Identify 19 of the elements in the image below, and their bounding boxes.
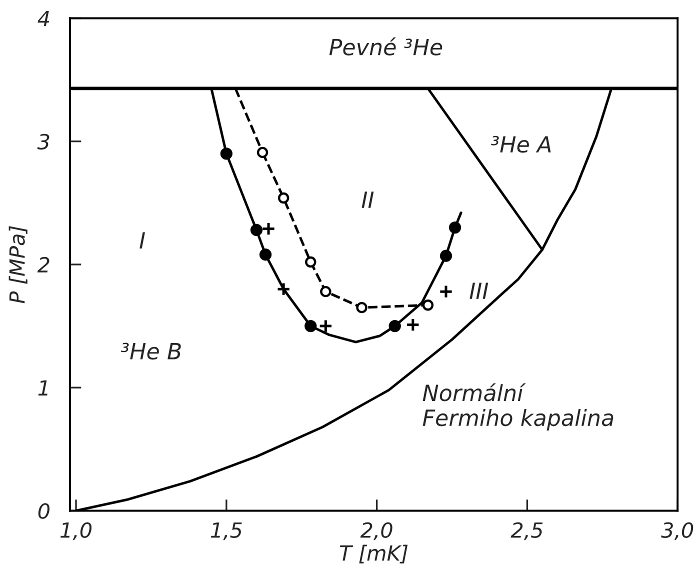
x-tick-label: 1,0 [60, 522, 92, 540]
annotation: Normální Fermiho kapalina [422, 383, 614, 430]
annotation: I [140, 232, 145, 248]
annotation: ³He A [491, 136, 551, 153]
x-tick-label: 3,0 [661, 522, 694, 540]
y-tick-label: 4 [38, 10, 50, 26]
annotation: III [470, 282, 488, 299]
x-tick-label: 1,5 [210, 522, 242, 540]
x-axis-title: T [mK] [340, 544, 408, 564]
annotation: Pevné ³He [329, 37, 442, 56]
annotation: ³He B [120, 342, 181, 360]
x-tick-label: 2,5 [510, 522, 543, 540]
y-tick-label: 2 [37, 256, 50, 272]
y-axis-title: P [MPa] [8, 226, 28, 304]
y-tick-label: 3 [37, 134, 50, 150]
y-tick-label: 0 [38, 503, 50, 519]
y-tick-label: 1 [38, 380, 48, 396]
x-tick-label: 2,0 [360, 522, 392, 540]
annotation: II [362, 192, 374, 208]
